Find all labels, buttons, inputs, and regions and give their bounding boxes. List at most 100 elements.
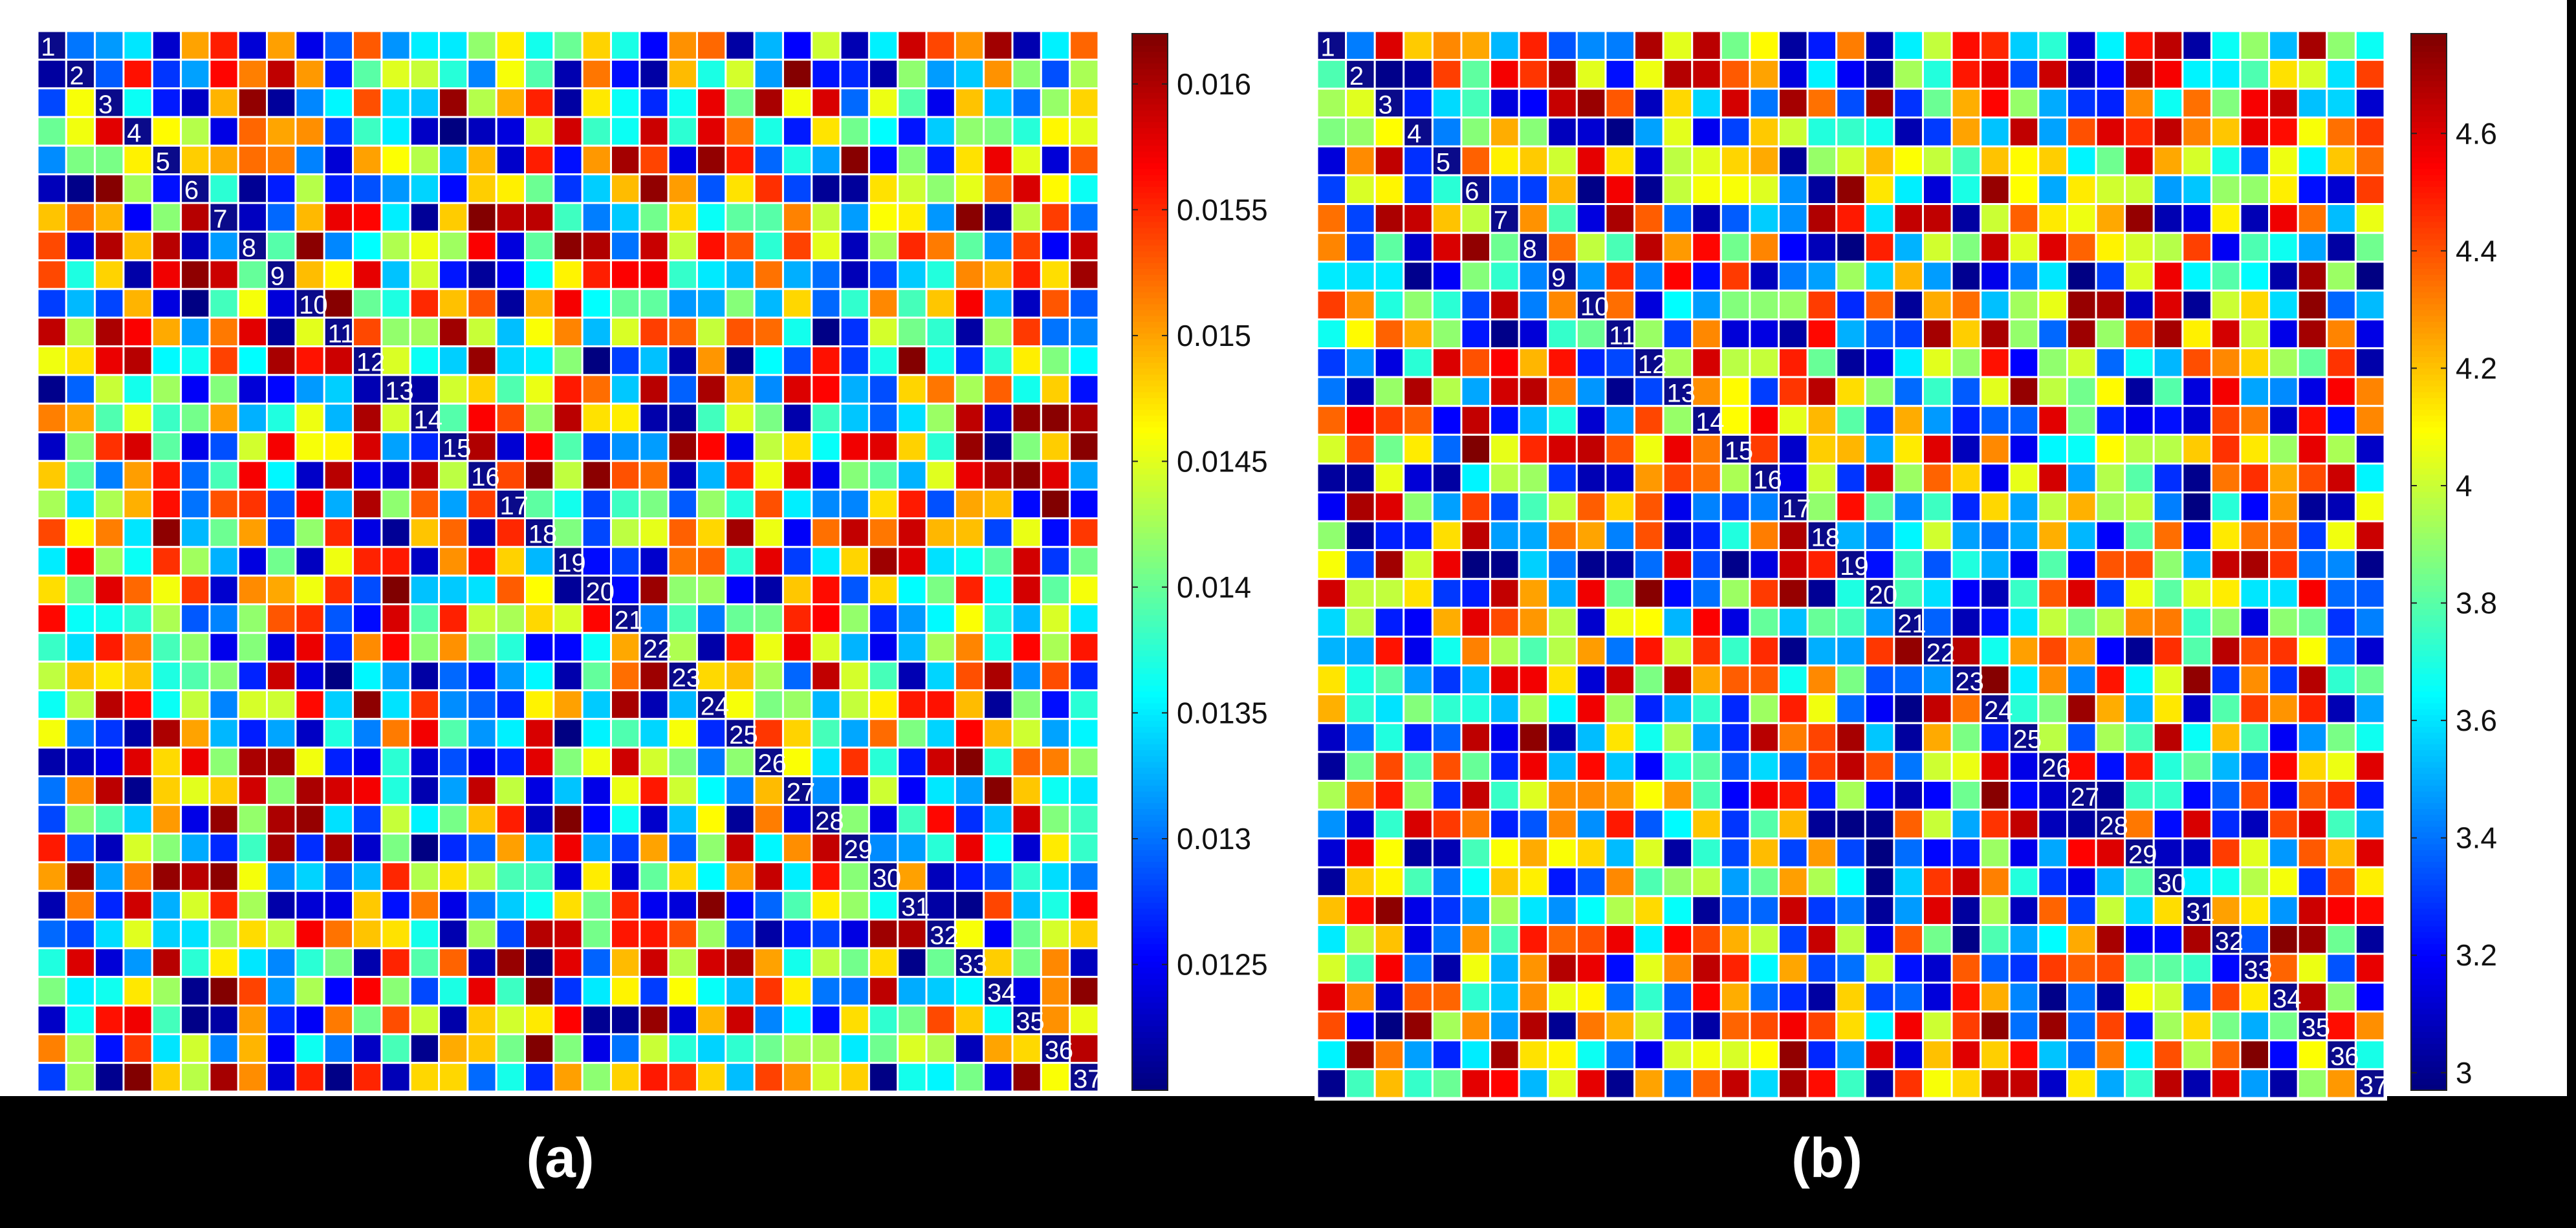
heatmap-cell xyxy=(2297,145,2328,177)
heatmap-cell xyxy=(323,861,355,892)
colorbar-segment xyxy=(2411,350,2447,358)
heatmap-cell xyxy=(65,603,96,634)
heatmap-cell xyxy=(1316,895,1348,926)
heatmap-cell xyxy=(581,1004,612,1035)
heatmap-cell xyxy=(2239,318,2271,350)
heatmap-cell xyxy=(1011,890,1042,921)
colorbar-segment xyxy=(1132,227,1168,234)
colorbar-segment xyxy=(2411,433,2447,440)
heatmap-cell xyxy=(1980,635,2011,667)
heatmap-cell xyxy=(237,574,268,605)
heatmap-cell xyxy=(1691,982,1722,1013)
heatmap-cell xyxy=(2239,635,2271,667)
heatmap-cell xyxy=(1749,837,1780,868)
heatmap-cell xyxy=(1431,376,1463,407)
heatmap-cell xyxy=(753,517,784,548)
heatmap-cell xyxy=(1691,1039,1722,1070)
colorbar-segment xyxy=(2411,127,2447,135)
heatmap-cell xyxy=(1518,693,1549,724)
colorbar-segment xyxy=(2411,403,2447,410)
heatmap-cell xyxy=(1403,895,1434,926)
heatmap-cell xyxy=(639,460,670,491)
heatmap-cell xyxy=(925,431,956,462)
colorbar-segment xyxy=(1132,133,1168,140)
heatmap-cell xyxy=(781,316,813,348)
colorbar-segment xyxy=(2411,332,2447,339)
heatmap-cell xyxy=(695,976,727,1007)
colorbar-segment xyxy=(1132,685,1168,692)
heatmap-cell xyxy=(524,288,555,319)
heatmap-cell xyxy=(2066,866,2097,898)
heatmap-cell xyxy=(1316,520,1348,552)
colorbar-segment xyxy=(1132,937,1168,944)
heatmap-cell xyxy=(2181,87,2212,119)
heatmap-cell xyxy=(1460,722,1492,753)
heatmap-cell xyxy=(2239,1010,2271,1042)
colorbar-segment xyxy=(2411,908,2447,915)
heatmap-cell xyxy=(208,374,239,405)
heatmap-cell xyxy=(983,316,1014,348)
heatmap-cell xyxy=(1575,1039,1607,1070)
heatmap-cell xyxy=(180,58,211,90)
heatmap-cell xyxy=(409,689,441,720)
colorbar-segment xyxy=(2411,679,2447,686)
heatmap-cell xyxy=(581,947,612,978)
heatmap-cell xyxy=(1633,232,1665,263)
heatmap-cell xyxy=(1575,232,1607,263)
heatmap-cell xyxy=(954,775,985,806)
heatmap-cell xyxy=(466,1033,497,1064)
heatmap-cell xyxy=(208,202,239,233)
heatmap-cell xyxy=(495,689,527,720)
diagonal-label: 25 xyxy=(2013,726,2042,754)
heatmap-cell xyxy=(1980,779,2011,811)
heatmap-cell xyxy=(725,918,756,949)
heatmap-cell xyxy=(1778,722,1809,753)
heatmap-cell xyxy=(94,804,125,835)
diagonal-label: 11 xyxy=(328,319,355,348)
heatmap-cell xyxy=(1547,59,1578,90)
heatmap-cell xyxy=(294,431,325,462)
heatmap-cell xyxy=(609,202,641,233)
colorbar-segment xyxy=(1132,803,1168,810)
heatmap-cell xyxy=(380,632,411,663)
heatmap-cell xyxy=(1403,808,1434,840)
colorbar-segment xyxy=(2411,256,2447,263)
heatmap-cell xyxy=(2037,607,2068,638)
colorbar-tick-label: 0.0135 xyxy=(1177,696,1268,729)
diagonal-label: 2 xyxy=(70,61,84,90)
heatmap-cell xyxy=(897,374,928,405)
heatmap-cell xyxy=(2037,635,2068,667)
colorbar-segment xyxy=(1132,151,1168,158)
heatmap-cell xyxy=(1431,751,1463,782)
heatmap-cell xyxy=(180,288,211,319)
heatmap-cell xyxy=(352,230,383,262)
heatmap-cell xyxy=(1373,982,1405,1013)
heatmap-cell xyxy=(2210,664,2242,696)
heatmap-cell xyxy=(868,259,899,290)
heatmap-cell xyxy=(2210,30,2242,61)
panel-a-label: (a) xyxy=(526,1127,594,1189)
heatmap-cell xyxy=(2239,577,2271,609)
heatmap-cell xyxy=(1460,866,1492,898)
colorbar-segment xyxy=(2411,826,2447,833)
heatmap-cell xyxy=(1633,462,1665,494)
heatmap-cell xyxy=(2181,289,2212,321)
colorbar-segment xyxy=(2411,532,2447,539)
colorbar-segment xyxy=(2411,421,2447,428)
heatmap-cell xyxy=(1633,779,1665,811)
colorbar-segment xyxy=(2411,867,2447,874)
heatmap-cell xyxy=(639,1062,670,1093)
heatmap-cell xyxy=(639,976,670,1007)
heatmap-cell xyxy=(639,345,670,376)
heatmap-cell xyxy=(925,316,956,348)
heatmap-cell xyxy=(639,517,670,548)
heatmap-cell xyxy=(237,804,268,835)
heatmap-cell xyxy=(1069,1062,1100,1093)
heatmap-cell xyxy=(1431,635,1463,667)
heatmap-cell xyxy=(1547,923,1578,955)
diagonal-label: 19 xyxy=(1840,552,1869,581)
colorbar-segment xyxy=(2411,990,2447,997)
colorbar-segment xyxy=(1132,837,1168,845)
heatmap-cell xyxy=(725,832,756,863)
colorbar-segment xyxy=(1132,814,1168,821)
